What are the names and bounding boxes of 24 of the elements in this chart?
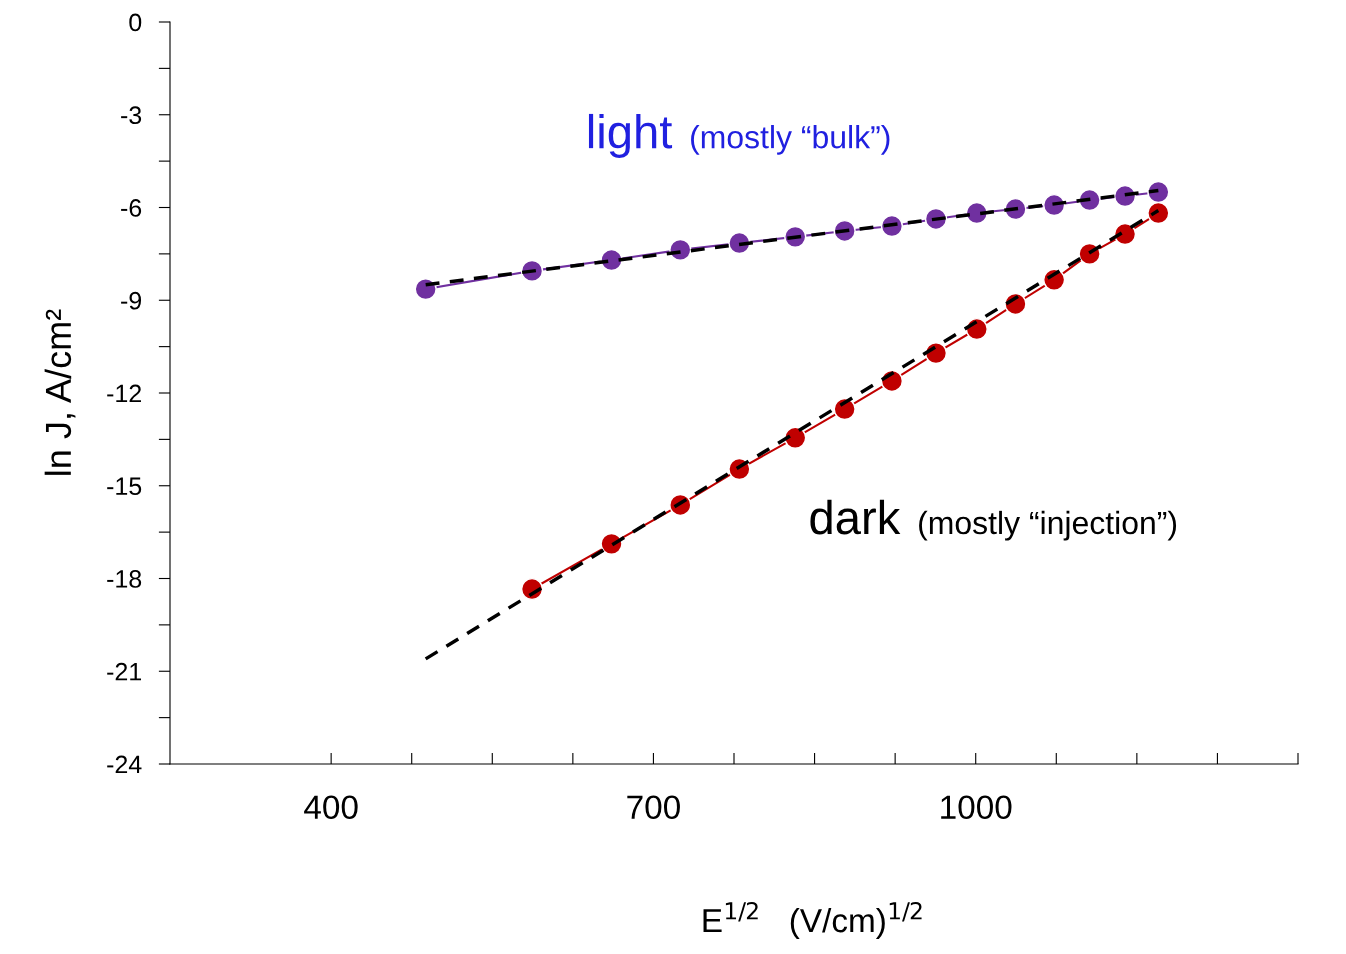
point xyxy=(833,397,856,421)
x-tick-label: 1000 xyxy=(941,795,1012,820)
point xyxy=(414,278,437,301)
y-tick-label: -9 xyxy=(121,291,142,310)
point xyxy=(1147,201,1170,225)
y-tick-label: 0 xyxy=(129,13,142,32)
y-tick-label: -12 xyxy=(107,384,141,403)
x-tick-label: 400 xyxy=(304,795,358,820)
series-label: light xyxy=(588,113,673,158)
y-tick-label: -6 xyxy=(121,199,142,217)
text: E$^{1/2}$ (V/cm)$^{1/2}$ xyxy=(703,902,922,939)
y-tick-label: -18 xyxy=(107,570,142,588)
y-tick-label: -21 xyxy=(107,662,142,681)
y-tick-label: -15 xyxy=(107,477,142,496)
point xyxy=(784,426,807,449)
x-tick-label: 700 xyxy=(627,795,680,820)
y-axis-title: ln J, A/cm² xyxy=(44,309,76,475)
point xyxy=(1113,222,1137,246)
point xyxy=(1147,180,1170,204)
series-label: dark xyxy=(810,499,901,535)
annotation: (mostly “injection”) xyxy=(919,510,1177,541)
annotation: (mostly “bulk”) xyxy=(691,124,890,155)
y-tick-label: -3 xyxy=(121,106,142,125)
y-tick-label: -24 xyxy=(107,755,142,774)
